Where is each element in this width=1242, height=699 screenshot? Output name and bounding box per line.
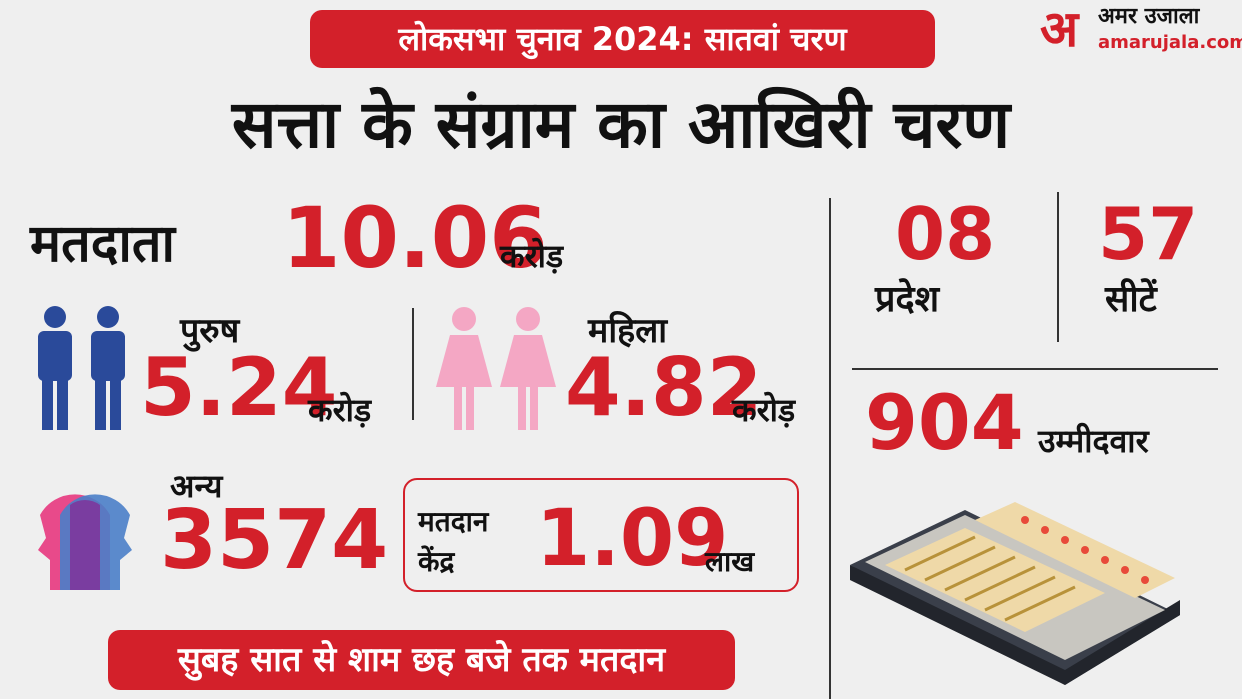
male-value: 5.24 (140, 341, 338, 434)
booths-label2: केंद्र (418, 545, 455, 578)
banner: लोकसभा चुनाव 2024: सातवां चरण (310, 10, 935, 68)
booths-label1: मतदान (418, 505, 489, 538)
timing: सुबह सात से शाम छह बजे तक मतदान (108, 630, 735, 690)
seats-value: 57 (1098, 192, 1199, 276)
booths-unit: लाख (705, 545, 755, 578)
female-label: महिला (588, 311, 668, 351)
divider (1057, 192, 1059, 342)
voters-label: मतदाता (30, 214, 175, 274)
evm-illustration (850, 502, 1180, 685)
female-unit: करोड़ (732, 391, 796, 429)
voters-value: 10.06 (282, 189, 548, 287)
female-icon (436, 307, 556, 430)
seats-label: सीटें (1105, 279, 1157, 320)
logo-name: अमर उजाला (1098, 4, 1200, 29)
other-icon (38, 494, 132, 590)
logo-mark: अ (1040, 0, 1079, 58)
divider (852, 368, 1218, 370)
candidates-label: उम्मीदवार (1038, 422, 1149, 460)
candidates-value: 904 (865, 378, 1024, 467)
other-value: 3574 (160, 493, 389, 588)
male-label: पुरुष (180, 311, 240, 351)
states-value: 08 (895, 192, 996, 276)
logo-site: amarujala.com (1098, 32, 1242, 53)
voters-unit: करोड़ (500, 237, 564, 275)
states-label: प्रदेश (875, 279, 940, 320)
female-value: 4.82 (565, 341, 763, 434)
divider (829, 198, 831, 699)
male-unit: करोड़ (308, 391, 372, 429)
divider (412, 308, 414, 420)
male-icon (38, 306, 125, 430)
other-label: अन्य (170, 467, 223, 505)
booths-value: 1.09 (536, 494, 729, 584)
booth-box (403, 478, 799, 592)
headline: सत्ता के संग्राम का आखिरी चरण (231, 86, 1011, 163)
